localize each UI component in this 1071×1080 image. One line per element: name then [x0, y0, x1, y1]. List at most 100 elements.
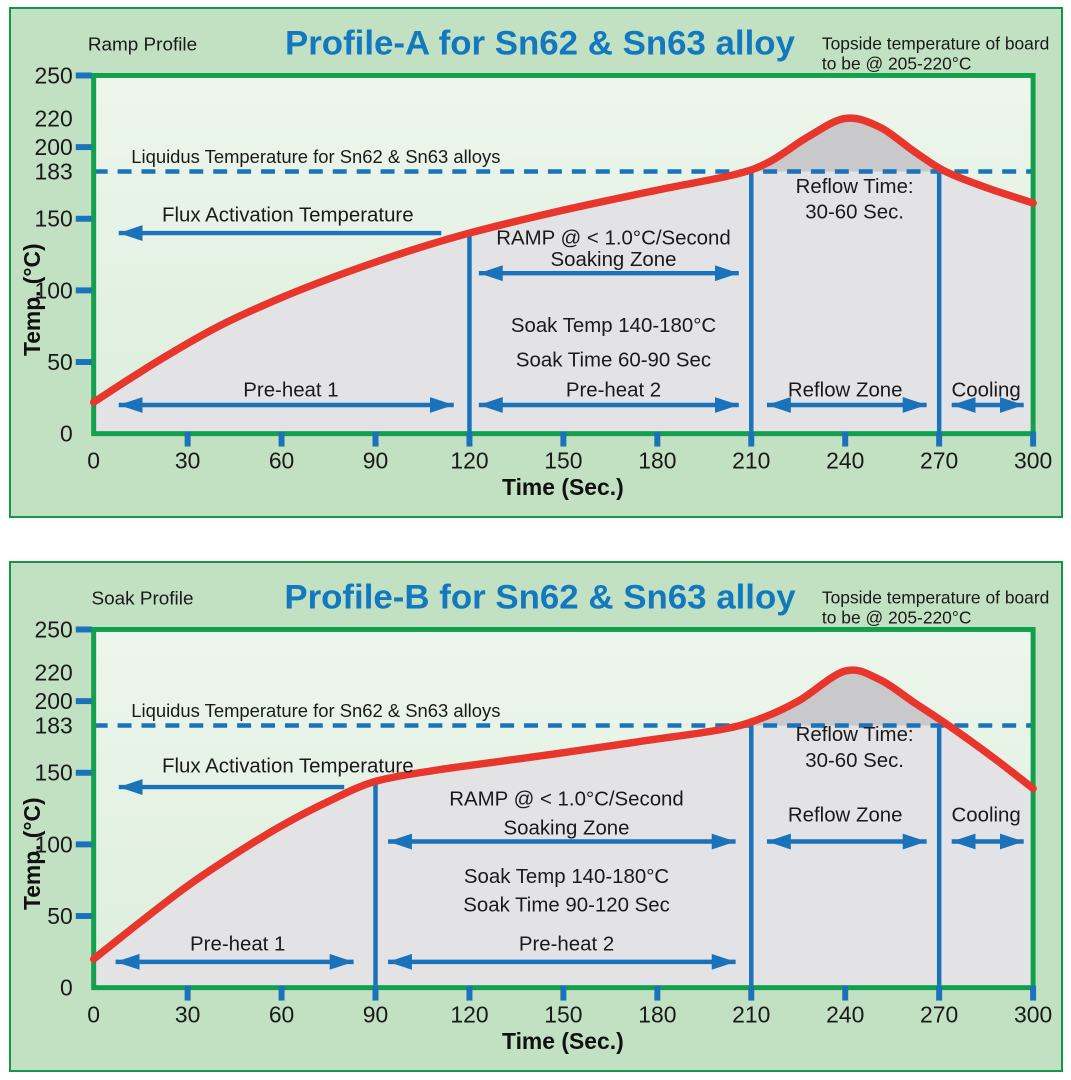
- y-tick-label: 100: [35, 831, 73, 857]
- y-tick-label: 0: [60, 975, 73, 1001]
- annotation-text: Pre-heat 2: [519, 933, 614, 955]
- x-tick: [372, 431, 379, 447]
- y-tick: [75, 841, 92, 848]
- temperature-curve: [89, 114, 1037, 406]
- topside-note-line2: to be @ 205-220°C: [822, 54, 972, 74]
- y-tick-label: 200: [35, 688, 73, 714]
- x-tick-label: 300: [1014, 447, 1052, 473]
- x-tick-label: 210: [732, 447, 770, 473]
- y-tick-label: 150: [35, 760, 73, 786]
- x-axis-title: Time (Sec.): [502, 474, 624, 500]
- x-tick: [748, 985, 755, 1001]
- y-tick: [75, 626, 92, 633]
- x-tick: [936, 985, 943, 1001]
- x-tick: [842, 985, 849, 1001]
- annotation-text: 30-60 Sec.: [805, 202, 904, 224]
- x-tick-label: 240: [826, 1001, 864, 1027]
- annotation-text: Pre-heat 2: [566, 379, 661, 401]
- x-tick: [1030, 431, 1037, 447]
- annotation-text: Soak Time 60-90 Sec: [516, 349, 711, 371]
- x-tick-label: 30: [175, 447, 200, 473]
- under-curve-fill: [93, 670, 1034, 988]
- y-tick-label: 250: [35, 616, 73, 642]
- annotation-text: Liquidus Temperature for Sn62 & Sn63 all…: [131, 700, 500, 721]
- x-tick: [748, 431, 755, 447]
- y-tick-label: 100: [35, 277, 73, 303]
- y-tick-label: 183: [35, 712, 73, 738]
- y-tick: [75, 698, 92, 705]
- y-tick: [75, 144, 92, 151]
- profile-b-panel: 250 220 200 183 150 100 50 0 0 30 60 90 120 150 180 210…: [9, 561, 1063, 1072]
- y-tick: [75, 769, 92, 776]
- x-tick-label: 210: [732, 1001, 770, 1027]
- y-axis-title: Temp. (°C): [19, 243, 45, 356]
- y-tick-label: 0: [60, 421, 73, 447]
- x-tick-label: 180: [638, 1001, 676, 1027]
- x-tick: [654, 431, 661, 447]
- x-tick: [1030, 985, 1037, 1001]
- annotation-text: Soak Time 90-120 Sec: [463, 895, 670, 917]
- x-tick-label: 180: [638, 447, 676, 473]
- x-tick: [560, 431, 567, 447]
- annotation-text: Soak Temp 140-180°C: [464, 866, 669, 888]
- profile-a-title: Profile-A for Sn62 & Sn63 alloy: [285, 25, 796, 63]
- x-tick-label: 120: [450, 1001, 488, 1027]
- y-tick-label: 150: [35, 206, 73, 232]
- x-tick: [466, 985, 473, 1001]
- y-tick: [75, 72, 92, 79]
- x-tick-label: 60: [269, 1001, 294, 1027]
- topside-note-line2: to be @ 205-220°C: [822, 608, 972, 628]
- x-tick-label: 90: [363, 447, 388, 473]
- annotation-text: Flux Activation Temperature: [162, 756, 414, 778]
- x-tick: [278, 431, 285, 447]
- x-tick-label: 150: [544, 447, 582, 473]
- x-tick-label: 0: [87, 447, 100, 473]
- x-tick: [842, 431, 849, 447]
- profile-a-panel: 250 220 200 183 150 100 50 0 0 30 60 90 120 150 180 210…: [9, 7, 1063, 518]
- y-tick: [75, 913, 92, 919]
- x-tick-label: 60: [269, 447, 294, 473]
- topside-note-line1: Topside temperature of board: [822, 588, 1049, 608]
- annotation-text: Reflow Zone: [788, 804, 903, 826]
- x-tick-label: 240: [826, 447, 864, 473]
- annotation-text: Reflow Time:: [796, 176, 914, 198]
- x-tick: [372, 985, 379, 1001]
- x-tick: [936, 431, 943, 447]
- annotation-text: Reflow Zone: [788, 379, 903, 401]
- topside-note-line1: Topside temperature of board: [822, 34, 1049, 54]
- x-tick-label: 90: [363, 1001, 388, 1027]
- profile-a-subtitle: Ramp Profile: [88, 35, 197, 56]
- x-tick-label: 270: [920, 447, 958, 473]
- y-tick: [75, 215, 92, 222]
- x-axis-title: Time (Sec.): [502, 1028, 624, 1054]
- y-tick: [75, 287, 92, 294]
- y-tick-label: 183: [35, 158, 73, 184]
- y-tick-label: 200: [35, 134, 73, 160]
- annotation-text: Soaking Zone: [551, 249, 677, 271]
- x-tick-label: 30: [175, 1001, 200, 1027]
- annotation-text: Liquidus Temperature for Sn62 & Sn63 all…: [131, 146, 500, 167]
- annotation-text: Pre-heat 1: [190, 933, 285, 955]
- y-tick-label: 220: [35, 105, 73, 131]
- annotation-text: Soak Temp 140-180°C: [511, 315, 716, 337]
- x-tick: [654, 985, 661, 1001]
- annotation-text: RAMP @ < 1.0°C/Second: [449, 789, 683, 811]
- x-tick-label: 0: [87, 1001, 100, 1027]
- x-tick: [278, 985, 285, 1001]
- annotation-text: Soaking Zone: [504, 817, 630, 839]
- annotation-text: Cooling: [952, 379, 1021, 401]
- y-tick-label: 50: [47, 903, 72, 929]
- y-axis-title: Temp. (°C): [19, 797, 45, 910]
- y-tick-label: 250: [35, 62, 73, 88]
- profile-b-subtitle: Soak Profile: [92, 589, 194, 610]
- y-tick-label: 220: [35, 659, 73, 685]
- annotation-text: 30-60 Sec.: [805, 750, 904, 772]
- x-tick-label: 300: [1014, 1001, 1052, 1027]
- y-tick: [75, 359, 92, 365]
- x-tick: [466, 431, 473, 447]
- x-tick: [184, 431, 191, 447]
